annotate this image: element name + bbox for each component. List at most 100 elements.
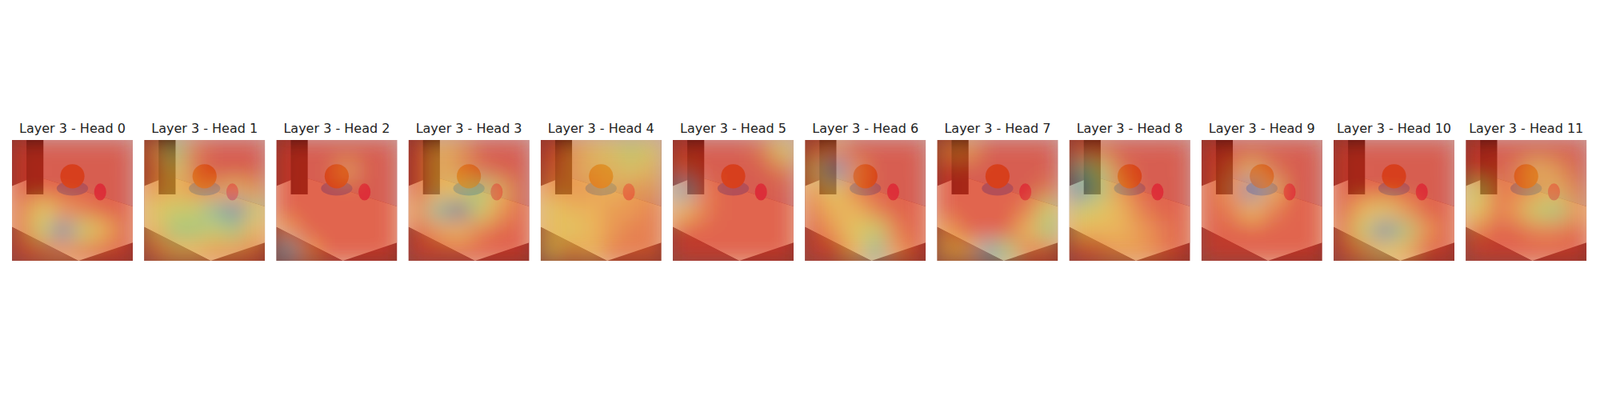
heat-cell: [32, 160, 53, 181]
heat-cell: [448, 140, 470, 161]
heat-cell: [1546, 140, 1568, 161]
heat-cell: [600, 180, 622, 201]
scene: [804, 140, 926, 261]
heat-cell: [753, 180, 775, 201]
heat-cell: [1169, 180, 1190, 201]
wall: [691, 140, 794, 207]
heat-cell: [144, 220, 165, 242]
background: [276, 140, 397, 261]
heat-cell: [885, 240, 907, 261]
heat-cell: [1353, 200, 1375, 222]
wall: [955, 140, 1058, 207]
heat-cell: [560, 240, 582, 261]
heat-cell: [672, 220, 694, 242]
heat-cell: [296, 240, 318, 261]
heat-cell: [672, 160, 694, 181]
heat-cell: [244, 220, 265, 242]
heat-cell: [508, 200, 529, 222]
heat-cell: [204, 160, 226, 181]
heat-cell: [408, 140, 430, 161]
heat-cell: [1169, 200, 1190, 222]
heat-cell: [1261, 140, 1283, 161]
heat-layer: [408, 140, 530, 261]
heat-cell: [1485, 240, 1507, 261]
heat-cell: [692, 160, 714, 181]
heat-layer: [1333, 140, 1455, 261]
heat-cell: [448, 220, 470, 242]
wall: [1352, 140, 1455, 207]
heat-cell: [316, 240, 338, 261]
heat-cell: [164, 220, 185, 242]
heat-cell: [428, 180, 450, 201]
heat-cell: [1414, 140, 1436, 161]
heat-cell: [804, 240, 826, 261]
counter: [276, 176, 397, 261]
heat-cell: [1261, 240, 1283, 261]
heat-cell: [600, 220, 622, 242]
heat-layer: [1201, 140, 1323, 261]
wall: [823, 140, 926, 207]
heat-cell: [1129, 180, 1151, 201]
heat-cell: [712, 160, 734, 181]
heat-cell: [733, 160, 755, 181]
heat-cell: [580, 220, 602, 242]
background: [540, 140, 662, 261]
heat-cell: [316, 180, 338, 201]
heat-cell: [1465, 240, 1487, 261]
heat-cell: [184, 160, 206, 181]
heat-cell: [276, 180, 297, 201]
heat-cell: [977, 180, 999, 201]
heat-cell: [1546, 240, 1568, 261]
heat-cell: [600, 140, 622, 161]
heat-cell: [641, 220, 662, 242]
heat-cell: [112, 180, 133, 201]
panel-title: Layer 3 - Head 1: [151, 120, 258, 136]
heat-cell: [144, 140, 165, 161]
heat-cell: [144, 200, 165, 222]
heat-cell: [1169, 220, 1190, 242]
heat-cell: [1333, 160, 1355, 181]
heat-cell: [1109, 140, 1131, 161]
heat-cell: [540, 160, 562, 181]
heat-cell: [316, 140, 338, 161]
heat-cell: [92, 180, 114, 201]
heat-cell: [448, 180, 470, 201]
background: [936, 140, 1058, 261]
heat-cell: [376, 240, 397, 261]
heat-cell: [1434, 140, 1455, 161]
heat-cell: [1566, 200, 1587, 222]
heat-cell: [845, 180, 867, 201]
wall: [294, 140, 397, 207]
heat-cell: [144, 160, 165, 181]
heat-cell: [692, 200, 714, 222]
heat-cell: [1302, 240, 1323, 261]
heat-cell: [804, 180, 826, 201]
heat-layer: [672, 140, 794, 261]
heat-cell: [845, 160, 867, 181]
counter: [1069, 176, 1191, 261]
panel-title: Layer 3 - Head 11: [1468, 120, 1584, 136]
heat-cell: [356, 160, 378, 181]
heat-cell: [1434, 180, 1455, 201]
heat-cell: [905, 200, 926, 222]
heat-cell: [1221, 220, 1243, 242]
scene: [12, 140, 133, 261]
heat-cell: [1394, 160, 1416, 181]
wall: [30, 140, 133, 207]
heat-layer: [804, 140, 926, 261]
heat-cell: [1353, 240, 1375, 261]
heat-cell: [1149, 220, 1171, 242]
heat-cell: [1434, 220, 1455, 242]
heat-cell: [1201, 180, 1223, 201]
heatmap: [936, 140, 1058, 261]
background: [1465, 140, 1587, 261]
heat-cell: [1353, 220, 1375, 242]
heat-cell: [1302, 200, 1323, 222]
heat-cell: [1353, 140, 1375, 161]
heat-cell: [692, 240, 714, 261]
heat-cell: [276, 200, 297, 222]
heat-cell: [957, 140, 979, 161]
heat-cell: [1281, 180, 1303, 201]
heat-cell: [12, 140, 33, 161]
heat-cell: [1069, 160, 1091, 181]
